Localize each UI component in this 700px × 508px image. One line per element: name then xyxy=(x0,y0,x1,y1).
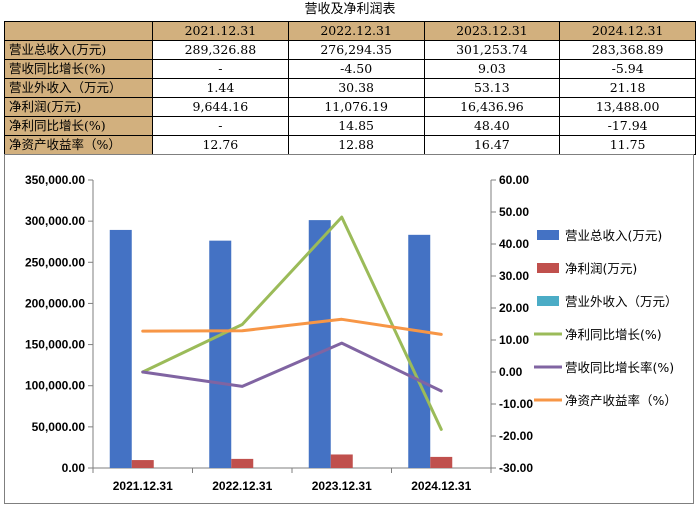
bar-2 xyxy=(131,460,154,468)
table-cell: 21.18 xyxy=(559,78,696,98)
table-row: 净资产收益率（%） 12.76 12.88 16.47 11.75 xyxy=(4,135,696,155)
table-row: 净利润(万元) 9,644.16 11,076.19 16,436.96 13,… xyxy=(4,97,696,117)
row-label: 净资产收益率（%） xyxy=(4,135,153,155)
table-header-row: 2021.12.31 2022.12.31 2023.12.31 2024.12… xyxy=(4,21,696,41)
table-cell: -4.50 xyxy=(287,59,425,79)
column-header: 2022.12.31 xyxy=(287,21,425,41)
y-right-tick-label: -10.00 xyxy=(499,397,533,411)
table-row: 营业外收入（万元） 1.44 30.38 53.13 21.18 xyxy=(4,78,696,98)
y-left-tick-label: 200,000.00 xyxy=(25,296,85,310)
legend-swatch xyxy=(537,263,559,273)
x-tick-label: 2024.12.31 xyxy=(411,479,471,493)
y-right-tick-label: 60.00 xyxy=(499,173,529,187)
table-cell: 11.75 xyxy=(559,135,696,155)
bar-2 xyxy=(330,454,353,468)
table-cell: 276,294.35 xyxy=(287,40,425,60)
y-left-tick-label: 0.00 xyxy=(62,461,86,475)
table-cell: 12.88 xyxy=(287,135,425,155)
table-cell: 289,326.88 xyxy=(152,40,289,60)
line-series-2 xyxy=(141,341,443,393)
table-cell: 13,488.00 xyxy=(559,97,696,117)
line-series-1 xyxy=(141,215,443,431)
x-tick-label: 2022.12.31 xyxy=(212,479,272,493)
y-left-tick-label: 150,000.00 xyxy=(25,338,85,352)
y-right-tick-label: -20.00 xyxy=(499,429,533,443)
bar-1 xyxy=(109,229,132,468)
y-right-tick-label: 0.00 xyxy=(499,365,523,379)
row-label: 净利同比增长(%) xyxy=(4,116,153,136)
y-right-tick-label: 10.00 xyxy=(499,333,529,347)
bar-2 xyxy=(231,458,254,468)
legend-swatch xyxy=(537,296,559,306)
table-cell: -5.94 xyxy=(559,59,696,79)
chart-container: 0.00 50,000.00 100,000.00 150,000.00 200,000… xyxy=(4,154,694,504)
bar-1 xyxy=(308,220,331,468)
y-left-tick-label: 50,000.00 xyxy=(32,420,86,434)
legend-label: 营收同比增长率(%) xyxy=(565,360,674,375)
y-right-tick-label: 30.00 xyxy=(499,269,529,283)
y-right-tick-label: 40.00 xyxy=(499,237,529,251)
legend-label: 营业外收入（万元） xyxy=(565,294,678,309)
table-cell: 301,253.74 xyxy=(423,40,561,60)
table-cell: 30.38 xyxy=(287,78,425,98)
row-label: 营收同比增长(%) xyxy=(4,59,153,79)
y-left-tick-label: 350,000.00 xyxy=(25,173,85,187)
column-header: 2024.12.31 xyxy=(559,21,696,41)
legend-label: 净资产收益率（%） xyxy=(565,393,677,408)
bar-1 xyxy=(408,234,431,468)
y-left-tick-label: 100,000.00 xyxy=(25,379,85,393)
legend-label: 营业总收入(万元) xyxy=(565,228,662,243)
row-label: 营业外收入（万元） xyxy=(4,78,153,98)
legend-label: 净利同比增长(%) xyxy=(565,327,662,342)
column-header: 2021.12.31 xyxy=(152,21,289,41)
table-corner-cell xyxy=(4,21,153,41)
y-right-tick-label: -30.00 xyxy=(499,461,533,475)
row-label: 净利润(万元) xyxy=(4,97,153,117)
table-cell: 14.85 xyxy=(287,116,425,136)
y-left-tick-label: 300,000.00 xyxy=(25,214,85,228)
table-cell: 16.47 xyxy=(423,135,561,155)
line-series-3 xyxy=(141,317,443,336)
legend-swatch xyxy=(537,230,559,240)
row-label: 营业总收入(万元) xyxy=(4,40,153,60)
table-title: 营收及净利润表 xyxy=(304,2,396,17)
x-tick-label: 2023.12.31 xyxy=(312,479,372,493)
table-row: 营业总收入(万元) 289,326.88 276,294.35 301,253.… xyxy=(4,40,696,60)
table-cell: 283,368.89 xyxy=(559,40,696,60)
table-row: 净利同比增长(%) - 14.85 48.40 -17.94 xyxy=(4,116,696,136)
column-header: 2023.12.31 xyxy=(423,21,561,41)
legend-label: 净利润(万元) xyxy=(565,261,637,276)
table-cell: 53.13 xyxy=(423,78,561,98)
combo-chart: 0.00 50,000.00 100,000.00 150,000.00 200,000… xyxy=(25,173,678,493)
table-cell: 1.44 xyxy=(152,78,289,98)
table-cell: 16,436.96 xyxy=(423,97,561,117)
bar-2 xyxy=(430,456,453,468)
table-cell: 12.76 xyxy=(152,135,289,155)
y-right-tick-label: 50.00 xyxy=(499,205,529,219)
table-row: 营收同比增长(%) - -4.50 9.03 -5.94 xyxy=(4,59,696,79)
table-cell: 9.03 xyxy=(423,59,561,79)
table-cell: -17.94 xyxy=(559,116,696,136)
table-cell: 9,644.16 xyxy=(152,97,289,117)
y-right-tick-label: 20.00 xyxy=(499,301,529,315)
y-left-tick-label: 250,000.00 xyxy=(25,255,85,269)
table-cell: 48.40 xyxy=(423,116,561,136)
financial-table: 2021.12.31 2022.12.31 2023.12.31 2024.12… xyxy=(4,21,696,155)
table-cell: 11,076.19 xyxy=(287,97,425,117)
table-cell: - xyxy=(152,116,289,136)
x-tick-label: 2021.12.31 xyxy=(113,479,173,493)
table-cell: - xyxy=(152,59,289,79)
bar-1 xyxy=(209,240,232,468)
